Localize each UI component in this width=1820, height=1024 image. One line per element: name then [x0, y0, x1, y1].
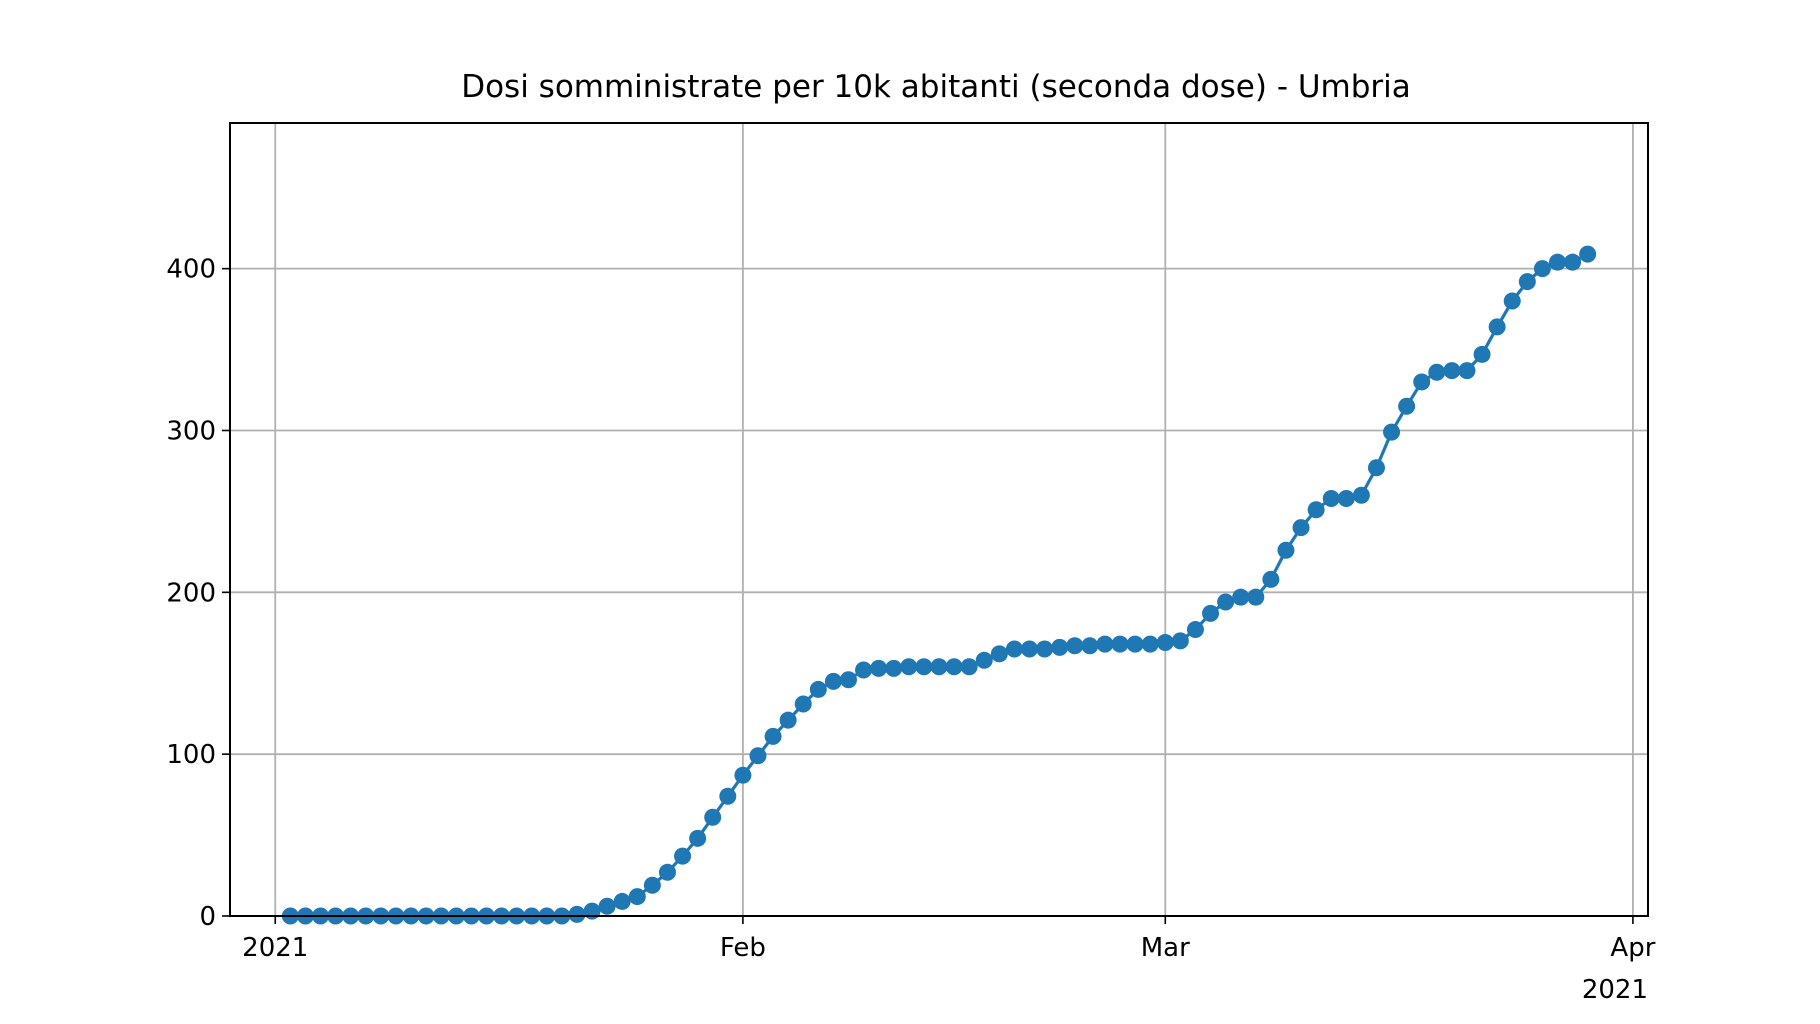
data-point: [1503, 292, 1521, 310]
data-point: [749, 747, 767, 765]
data-point: [1413, 373, 1431, 391]
x-tick-label: Mar: [1141, 933, 1190, 963]
data-point: [960, 658, 978, 676]
data-point: [689, 829, 707, 847]
data-point: [674, 847, 692, 865]
x-tick-label: Feb: [720, 933, 766, 963]
data-point: [990, 645, 1008, 663]
y-tick-label: 300: [166, 416, 216, 446]
data-point: [1398, 397, 1416, 415]
data-point: [719, 787, 737, 805]
data-point: [779, 711, 797, 729]
data-point: [1202, 604, 1220, 622]
data-point: [975, 651, 993, 669]
data-point: [1217, 593, 1235, 611]
data-point: [1262, 570, 1280, 588]
data-point: [598, 897, 616, 915]
data-point: [1352, 486, 1370, 504]
data-point: [900, 658, 918, 676]
x-axis-offset-label: 2021: [1582, 975, 1648, 1005]
data-point: [1443, 362, 1461, 380]
data-point: [1005, 640, 1023, 658]
data-point: [1141, 635, 1159, 653]
data-point: [1081, 637, 1099, 655]
data-point: [839, 671, 857, 689]
data-point: [764, 727, 782, 745]
data-point: [1292, 519, 1310, 537]
data-point: [1247, 588, 1265, 606]
data-point: [658, 863, 676, 881]
y-tick-label: 0: [199, 902, 216, 932]
data-point: [1458, 362, 1476, 380]
data-point: [824, 672, 842, 690]
data-point: [568, 905, 586, 923]
data-point: [1548, 253, 1566, 271]
data-point: [628, 888, 646, 906]
data-point: [1232, 588, 1250, 606]
data-point: [643, 876, 661, 894]
data-point: [1307, 501, 1325, 519]
data-point: [870, 659, 888, 677]
data-point: [1533, 260, 1551, 278]
data-point: [885, 659, 903, 677]
data-point: [1579, 245, 1597, 263]
series-line: [290, 252, 1589, 918]
data-point: [1383, 423, 1401, 441]
data-point: [1337, 489, 1355, 507]
grid: [230, 123, 1648, 917]
data-point: [930, 658, 948, 676]
data-point: [809, 680, 827, 698]
y-tick-label: 200: [166, 578, 216, 608]
data-point: [915, 658, 933, 676]
data-point: [734, 766, 752, 784]
y-tick-label: 400: [166, 255, 216, 285]
data-point: [1036, 640, 1054, 658]
axes: 0 100 200 300 400 2021 Feb Mar Apr 2021: [166, 255, 1655, 1005]
data-point: [613, 892, 631, 910]
y-tick-label: 100: [166, 740, 216, 770]
data-point: [1051, 638, 1069, 656]
chart-title: Dosi somministrate per 10k abitanti (sec…: [461, 69, 1411, 105]
data-series: [281, 245, 1597, 925]
plot-frame: [229, 122, 1649, 917]
x-tick-label: Apr: [1610, 933, 1655, 963]
data-point: [1066, 637, 1084, 655]
data-point: [1156, 634, 1174, 651]
data-point: [704, 808, 722, 826]
data-point: [1322, 489, 1340, 507]
data-point: [855, 661, 873, 679]
data-point: [1126, 635, 1144, 653]
x-tick-label: 2021: [242, 933, 308, 963]
data-point: [1488, 318, 1506, 336]
data-point: [1367, 459, 1385, 477]
data-point: [1111, 635, 1129, 653]
data-point: [1518, 273, 1536, 291]
data-point: [945, 658, 963, 676]
data-point: [794, 695, 812, 713]
data-point: [1171, 632, 1189, 650]
data-point: [1021, 640, 1039, 658]
data-point: [1277, 541, 1295, 559]
data-point: [1096, 635, 1114, 653]
data-point: [583, 902, 601, 920]
data-point: [1564, 253, 1582, 271]
data-point: [1428, 363, 1446, 381]
data-point: [1473, 345, 1491, 363]
data-point: [1186, 621, 1204, 639]
